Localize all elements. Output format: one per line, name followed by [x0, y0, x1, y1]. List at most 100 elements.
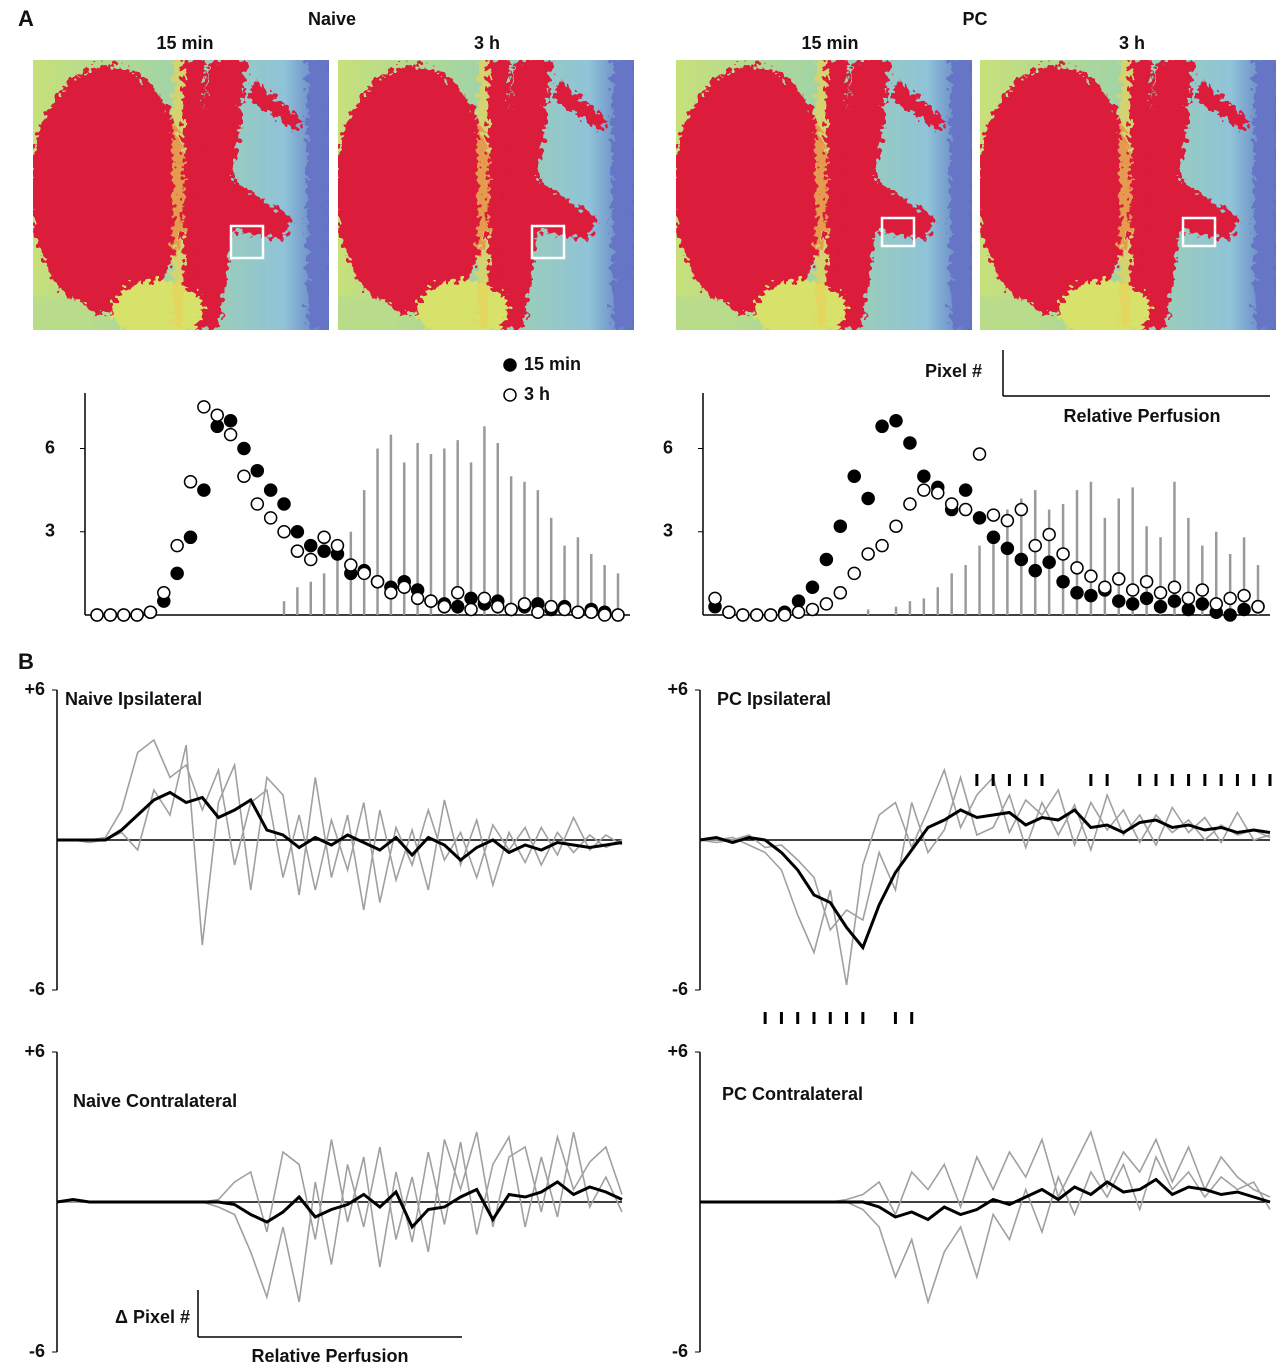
y-tick-label: 3 — [663, 521, 673, 541]
point — [1098, 580, 1112, 594]
point — [183, 530, 198, 545]
panel-label: B — [18, 649, 34, 674]
point — [1084, 569, 1098, 583]
point — [847, 566, 861, 581]
point — [805, 580, 820, 594]
point — [889, 519, 903, 533]
chart-title: Naive Contralateral — [73, 1091, 237, 1111]
point — [330, 538, 345, 553]
point — [833, 519, 848, 533]
point — [986, 530, 1001, 545]
point — [464, 591, 478, 606]
point — [410, 591, 425, 606]
point — [317, 544, 331, 558]
point — [1042, 555, 1056, 570]
chart-title: PC Ipsilateral — [717, 689, 831, 709]
trace-line — [700, 1154, 1271, 1305]
perfusion-map — [656, 60, 972, 340]
point — [763, 608, 778, 622]
point — [805, 602, 820, 617]
legend-marker — [503, 388, 517, 402]
point — [1209, 597, 1223, 611]
point — [584, 605, 599, 619]
point — [223, 427, 238, 442]
trace-line — [57, 1131, 623, 1303]
point — [263, 483, 278, 497]
point — [944, 497, 959, 511]
point — [210, 408, 224, 422]
point — [130, 608, 144, 622]
point — [1000, 513, 1015, 528]
y-tick-label: -6 — [29, 979, 45, 999]
perfusion-map — [13, 60, 329, 340]
point — [1139, 591, 1154, 606]
point — [531, 605, 545, 619]
point — [197, 400, 211, 414]
point — [1056, 574, 1070, 589]
point — [1181, 591, 1196, 606]
point — [170, 566, 184, 581]
point — [875, 419, 889, 434]
point — [1070, 586, 1084, 600]
point — [1251, 599, 1265, 614]
y-tick-label: +6 — [667, 1041, 688, 1061]
point — [986, 508, 1001, 522]
point — [708, 591, 722, 606]
mean-line — [56, 1180, 623, 1230]
point — [958, 483, 973, 497]
y-tick-label: +6 — [24, 1041, 45, 1061]
point — [544, 599, 558, 614]
point — [223, 414, 238, 428]
scale-label: Relative Perfusion — [251, 1346, 408, 1366]
point — [931, 486, 945, 500]
frame-title: 15 min — [801, 33, 858, 53]
point — [303, 538, 318, 553]
point — [250, 497, 265, 511]
point — [889, 414, 903, 428]
perfusion-map — [960, 60, 1276, 340]
scale-bar — [197, 350, 1270, 1338]
scale-label: Pixel # — [925, 361, 982, 381]
trace-line — [57, 738, 623, 903]
point — [197, 483, 211, 497]
trace-line — [57, 744, 623, 946]
point — [116, 608, 131, 622]
point — [1084, 588, 1098, 603]
point — [1195, 597, 1210, 611]
point — [1153, 586, 1168, 600]
point — [317, 530, 331, 545]
point — [819, 552, 834, 567]
y-tick-label: 3 — [45, 521, 55, 541]
point — [277, 497, 291, 511]
point — [861, 547, 875, 561]
point — [370, 574, 385, 589]
trace-line — [699, 774, 1271, 932]
point — [597, 608, 612, 622]
point — [424, 594, 438, 608]
point — [791, 594, 806, 608]
point — [1223, 608, 1237, 622]
point — [237, 441, 251, 456]
point — [833, 586, 848, 600]
point — [384, 586, 398, 600]
point — [1167, 580, 1182, 594]
point — [1112, 594, 1126, 608]
frame-title: 3 h — [474, 33, 500, 53]
point — [791, 605, 806, 619]
point — [1000, 541, 1015, 556]
point — [170, 538, 184, 553]
point — [290, 525, 305, 539]
point — [517, 597, 532, 611]
mean-line — [57, 790, 623, 862]
point — [903, 497, 917, 511]
point — [819, 597, 834, 611]
point — [1014, 552, 1029, 567]
chart-title: Naive Ipsilateral — [65, 689, 202, 709]
panel-label: A — [18, 6, 34, 31]
frame-title: 15 min — [156, 33, 213, 53]
mean-line — [699, 808, 1271, 951]
point — [1112, 572, 1126, 586]
point — [1195, 583, 1210, 597]
point — [1070, 561, 1084, 575]
point — [450, 599, 465, 614]
